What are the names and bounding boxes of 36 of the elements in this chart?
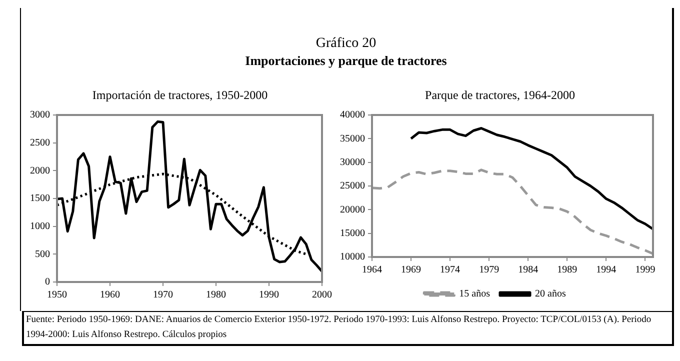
x-tick-label: 1974 <box>440 264 460 276</box>
y-tick-label: 1000 <box>30 220 50 232</box>
x-tick-label: 1969 <box>401 264 422 276</box>
x-tick-label: 1980 <box>206 290 226 301</box>
x-tick-label: 2000 <box>312 290 332 301</box>
y-tick-label: 1500 <box>30 193 50 204</box>
text: Importaciones y parque de tractores <box>244 53 448 69</box>
chart-title: Parque de tractores, 1964-2000 <box>424 88 576 103</box>
x-tick-label: 1990 <box>259 290 279 301</box>
y-tick-label: 0 <box>45 276 50 288</box>
y-tick-label: 20000 <box>340 204 365 216</box>
x-tick-label: 1964 <box>362 264 382 276</box>
source-note: Fuente: Periodo 1950-1969: DANE: Anuarios de Comercio Exterior 1950-1972. Periodo 1970-1993: Luis Alfonso Restrepo. Proyecto: TCP/COL/0153 (A). Periodo 1994-2000: Luis Alfonso Restrepo. Cálculos propios <box>22 311 674 346</box>
y-tick-label: 500 <box>35 248 50 260</box>
y-tick-label: 10000 <box>340 252 365 263</box>
x-tick-label: 1960 <box>100 290 120 301</box>
y-tick-label: 40000 <box>340 110 365 121</box>
y-tick-label: 15000 <box>340 228 365 239</box>
y-tick-label: 2000 <box>30 165 50 176</box>
line-series <box>372 168 653 255</box>
y-tick-label: 25000 <box>340 180 365 192</box>
y-tick-label: 35000 <box>340 133 365 144</box>
x-tick-label: 1999 <box>635 264 656 276</box>
x-tick-label: 1950 <box>47 290 67 301</box>
x-tick-label: 1994 <box>596 264 616 276</box>
y-tick-label: 3000 <box>30 110 50 121</box>
x-tick-label: 1979 <box>479 264 500 276</box>
y-tick-label: 30000 <box>340 156 365 168</box>
chart-title: Importación de tractores, 1950-2000 <box>91 88 269 103</box>
legend-label: 15 años <box>459 288 490 300</box>
y-tick-label: 2500 <box>30 137 50 148</box>
x-tick-label: 1989 <box>557 264 578 276</box>
x-tick-label: 1970 <box>153 290 173 301</box>
x-tick-label: 1984 <box>518 264 538 276</box>
legend-label: 20 años <box>535 288 566 300</box>
text: Gráfico 20 <box>314 36 378 52</box>
